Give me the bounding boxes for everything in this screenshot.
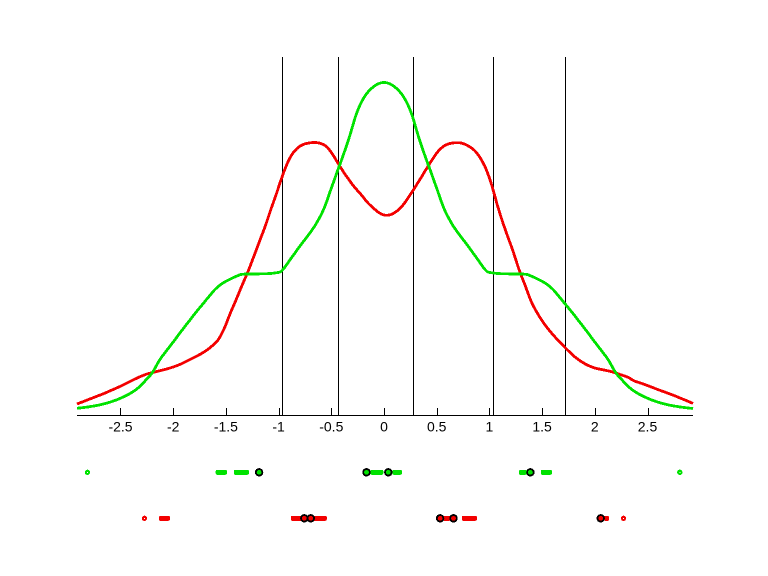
svg-text:-1: -1 <box>272 419 285 435</box>
svg-text:-1.5: -1.5 <box>214 419 238 435</box>
svg-text:0: 0 <box>380 419 388 435</box>
svg-text:-2.5: -2.5 <box>108 419 132 435</box>
svg-text:-0.5: -0.5 <box>319 419 343 435</box>
svg-text:-2: -2 <box>167 419 180 435</box>
svg-text:1: 1 <box>486 419 494 435</box>
svg-text:0.5: 0.5 <box>427 419 447 435</box>
svg-text:1.5: 1.5 <box>532 419 552 435</box>
svg-text:2: 2 <box>591 419 599 435</box>
svg-text:2.5: 2.5 <box>638 419 658 435</box>
